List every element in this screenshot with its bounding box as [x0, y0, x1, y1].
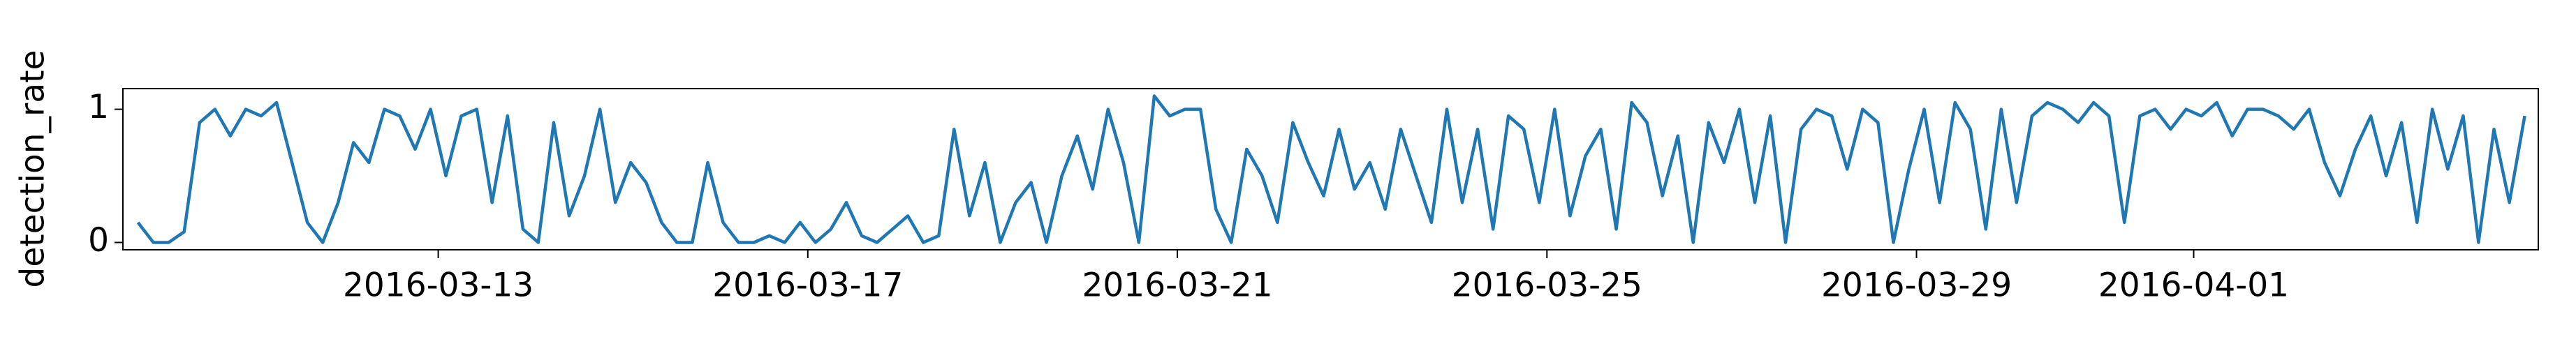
x-tick-label: 2016-04-01	[2098, 267, 2289, 305]
y-tick-label: 1	[88, 88, 109, 126]
y-tick-label: 0	[88, 221, 109, 260]
x-tick-label: 2016-03-29	[1821, 267, 2012, 305]
plot-frame	[122, 88, 2539, 250]
x-tick-label: 2016-03-25	[1452, 267, 1642, 305]
y-axis-label: detection_rate	[14, 50, 52, 288]
data-line	[136, 94, 2526, 244]
x-tick-label: 2016-03-13	[343, 267, 533, 305]
x-tick-label: 2016-03-17	[712, 267, 903, 305]
x-tick-label: 2016-03-21	[1082, 267, 1272, 305]
